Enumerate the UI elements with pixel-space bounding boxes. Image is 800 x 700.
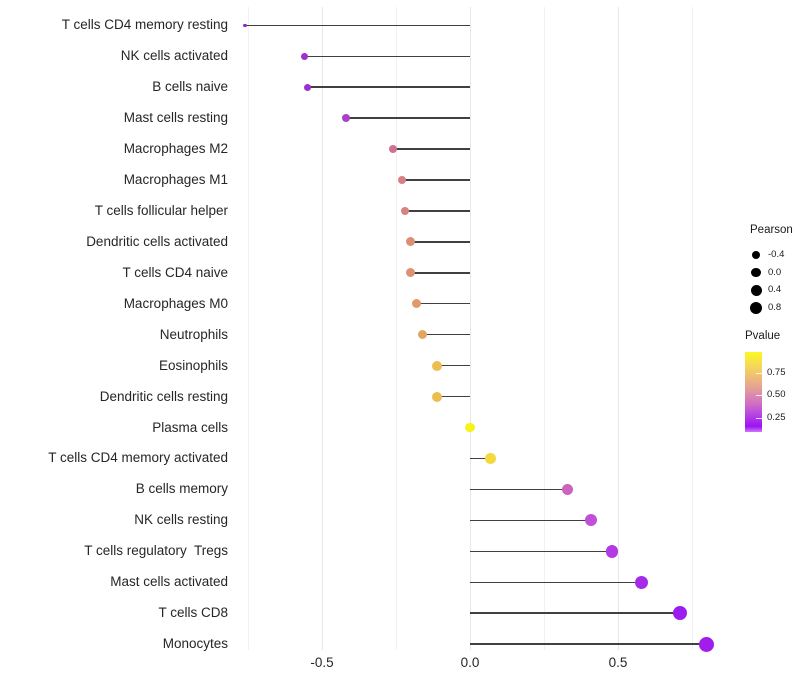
category-label: Eosinophils bbox=[158, 357, 228, 373]
colorbar-tick-label: 0.50 bbox=[767, 389, 786, 401]
lollipop-dot bbox=[635, 575, 649, 589]
pearson-legend-item: -0.4 bbox=[742, 246, 800, 264]
lollipop-dot bbox=[341, 114, 350, 123]
lollipop-stem bbox=[345, 117, 470, 119]
category-label: Mast cells activated bbox=[110, 574, 228, 590]
category-label: T cells CD4 memory activated bbox=[48, 450, 228, 466]
category-label: B cells naive bbox=[152, 79, 228, 95]
x-tick-label: 0.0 bbox=[460, 655, 480, 670]
lollipop-stem bbox=[470, 643, 707, 645]
lollipop-stem bbox=[304, 55, 470, 57]
lollipop-stem bbox=[470, 550, 613, 552]
legend-item-label: 0.8 bbox=[768, 302, 782, 314]
lollipop-dot bbox=[406, 237, 416, 247]
lollipop-dot bbox=[605, 545, 619, 558]
category-label: Mast cells resting bbox=[123, 110, 228, 126]
lollipop-stem bbox=[410, 241, 470, 243]
gridline bbox=[617, 7, 619, 650]
lollipop-dot bbox=[673, 606, 688, 621]
lollipop-dot bbox=[699, 636, 715, 652]
legend-size-dot bbox=[749, 301, 763, 315]
lollipop-stem bbox=[437, 395, 470, 398]
lollipop-stem bbox=[470, 457, 491, 460]
lollipop-stem bbox=[393, 148, 470, 150]
category-label: T cells CD4 naive bbox=[122, 264, 228, 280]
lollipop-dot bbox=[243, 23, 247, 28]
lollipop-dot bbox=[400, 206, 410, 216]
legend-item-label: 0.4 bbox=[768, 284, 782, 296]
category-label: Dendritic cells activated bbox=[86, 233, 228, 249]
lollipop-dot bbox=[561, 483, 574, 496]
pvalue-legend-title: Pvalue bbox=[745, 330, 781, 342]
lollipop-dot bbox=[412, 299, 422, 309]
legend-size-dot bbox=[751, 267, 761, 278]
colorbar-tick bbox=[756, 418, 762, 419]
lollipop-dot bbox=[300, 52, 308, 60]
lollipop-stem bbox=[410, 272, 470, 274]
lollipop-stem bbox=[470, 581, 642, 583]
lollipop-dot bbox=[388, 144, 398, 154]
lollipop-dot bbox=[406, 268, 416, 278]
gridline bbox=[395, 7, 397, 650]
category-label: Plasma cells bbox=[152, 419, 228, 435]
lollipop-dot bbox=[485, 453, 496, 464]
lollipop-stem bbox=[422, 334, 470, 336]
category-label: Macrophages M1 bbox=[123, 172, 228, 187]
category-label: Neutrophils bbox=[159, 326, 228, 342]
colorbar-tick-label: 0.25 bbox=[767, 412, 786, 423]
colorbar-tick-label: 0.75 bbox=[767, 366, 786, 378]
lollipop-stem bbox=[404, 210, 470, 212]
lollipop-dot bbox=[432, 360, 443, 371]
lollipop-stem bbox=[470, 612, 681, 614]
category-label: Dendritic cells resting bbox=[99, 388, 228, 404]
pearson-legend: Pearson -0.4 0.0 0.4 0.8 bbox=[742, 224, 800, 324]
category-label: NK cells activated bbox=[120, 48, 228, 64]
gridline bbox=[691, 7, 693, 650]
gridline bbox=[321, 7, 323, 650]
gridline bbox=[469, 7, 471, 650]
lollipop-dot bbox=[397, 175, 407, 185]
pearson-legend-item: 0.4 bbox=[742, 281, 800, 299]
colorbar-tick bbox=[756, 372, 762, 374]
x-tick-label: -0.5 bbox=[310, 655, 334, 670]
pearson-legend-item: 0.8 bbox=[742, 299, 800, 317]
pearson-legend-title: Pearson bbox=[750, 224, 793, 236]
lollipop-stem bbox=[245, 24, 470, 26]
lollipop-stem bbox=[470, 519, 592, 522]
legend-item-label: -0.4 bbox=[768, 249, 785, 260]
pvalue-colorbar bbox=[745, 352, 762, 432]
lollipop-dot bbox=[585, 514, 598, 527]
colorbar-tick bbox=[756, 395, 762, 397]
category-label: T cells follicular helper bbox=[94, 202, 228, 218]
lollipop-dot bbox=[465, 422, 475, 433]
pvalue-legend: Pvalue 0.75 0.50 0.25 bbox=[742, 330, 800, 445]
category-label: Monocytes bbox=[162, 636, 228, 652]
category-label: Macrophages M0 bbox=[123, 295, 228, 311]
lollipop-stem bbox=[416, 303, 470, 305]
category-label: T cells regulatory Tregs bbox=[84, 543, 228, 559]
category-label: T cells CD4 memory resting bbox=[61, 17, 228, 33]
lollipop-stem bbox=[307, 86, 470, 88]
legend-item-label: 0.0 bbox=[768, 266, 782, 278]
lollipop-dot bbox=[417, 329, 428, 340]
lollipop-stem bbox=[470, 488, 568, 491]
pearson-legend-item: 0.0 bbox=[742, 264, 800, 282]
x-tick-label: 0.5 bbox=[608, 655, 628, 670]
category-label: B cells memory bbox=[135, 481, 228, 497]
gridline bbox=[543, 7, 545, 650]
category-label: Macrophages M2 bbox=[123, 141, 228, 157]
legend-size-dot bbox=[750, 284, 762, 296]
lollipop-stem bbox=[437, 364, 470, 367]
legend-size-dot bbox=[752, 251, 760, 259]
gridline bbox=[247, 7, 249, 650]
category-label: T cells CD8 bbox=[158, 605, 228, 621]
lollipop-dot bbox=[432, 391, 443, 402]
lollipop-stem bbox=[401, 179, 470, 181]
lollipop-dot bbox=[303, 83, 311, 91]
category-label: NK cells resting bbox=[134, 512, 228, 528]
